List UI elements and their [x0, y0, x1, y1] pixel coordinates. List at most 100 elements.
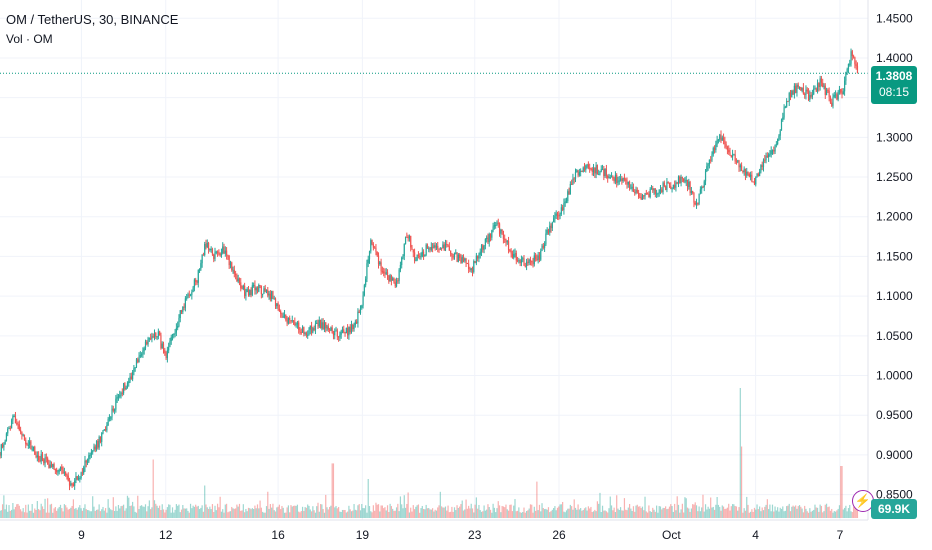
- volume-bar: [214, 505, 216, 518]
- candle-body: [316, 322, 318, 324]
- volume-bar: [451, 506, 453, 518]
- volume-bar: [726, 507, 729, 518]
- volume-bar: [778, 511, 780, 518]
- volume-bar: [63, 504, 65, 518]
- volume-bar: [635, 505, 637, 518]
- volume-bar: [269, 504, 271, 518]
- candle-body: [617, 180, 619, 183]
- volume-bar: [724, 508, 726, 518]
- volume-bar: [222, 509, 224, 518]
- volume-bar: [328, 506, 331, 518]
- volume-bar: [153, 500, 156, 518]
- candle-body: [665, 186, 667, 191]
- volume-bar: [791, 506, 793, 518]
- candle-body: [308, 329, 310, 335]
- candle-body: [0, 454, 1, 456]
- volume-bar: [689, 511, 691, 518]
- volume-bar: [468, 505, 470, 518]
- volume-bar: [734, 505, 736, 518]
- volume-bar: [507, 510, 510, 518]
- volume-bar: [124, 510, 126, 518]
- candle-body: [138, 356, 140, 363]
- volume-bar: [43, 508, 45, 518]
- candle-body: [442, 244, 444, 249]
- volume-bar: [491, 512, 493, 518]
- candle-body: [361, 305, 363, 308]
- volume-bar: [688, 508, 690, 518]
- volume-bar: [773, 511, 775, 518]
- volume-bar: [385, 510, 387, 518]
- candle-body: [59, 466, 62, 470]
- volume-bar: [101, 509, 103, 518]
- volume-bar: [851, 512, 853, 518]
- volume-bar: [654, 511, 656, 518]
- candle-body: [205, 244, 207, 248]
- candle-body: [724, 140, 726, 145]
- volume-bar: [50, 503, 53, 518]
- candle-body: [461, 256, 463, 263]
- candle-body: [730, 155, 732, 158]
- volume-bar: [510, 504, 512, 518]
- candle-body: [188, 294, 190, 296]
- volume-bar: [160, 510, 162, 518]
- volume-bar: [232, 508, 234, 518]
- volume-bar: [632, 506, 635, 518]
- candle-body: [533, 255, 535, 265]
- candle-body: [290, 320, 292, 322]
- candle-body: [343, 329, 345, 333]
- candle-body: [654, 188, 656, 194]
- candle-body: [643, 195, 645, 197]
- candle-body: [715, 144, 717, 151]
- volume-bar: [358, 504, 360, 518]
- volume-bar: [438, 505, 440, 518]
- candle-body: [701, 187, 703, 190]
- volume-bar: [169, 504, 171, 518]
- volume-bar: [764, 506, 766, 518]
- candle-body: [312, 328, 314, 333]
- volume-bar: [313, 510, 315, 518]
- candle-body: [135, 359, 138, 368]
- candle-body: [685, 179, 687, 182]
- volume-bar: [285, 512, 287, 518]
- candle-body: [564, 201, 566, 204]
- volume-bar: [173, 512, 175, 518]
- volume-bar: [186, 508, 188, 518]
- candle-body: [532, 262, 534, 265]
- candle-body: [90, 451, 93, 456]
- candle-body: [77, 478, 80, 480]
- candle-body: [268, 293, 270, 296]
- volume-bar: [417, 504, 420, 518]
- volume-bar: [846, 511, 848, 518]
- volume-bar: [658, 506, 660, 518]
- volume-bar: [771, 504, 774, 518]
- candle-body: [513, 253, 515, 258]
- candle-body: [693, 192, 695, 203]
- chart-title[interactable]: OM / TetherUS, 30, BINANCE: [6, 12, 179, 27]
- volume-bar: [137, 495, 139, 518]
- candle-body: [479, 251, 481, 255]
- candle-body: [67, 475, 69, 482]
- candle-body: [568, 191, 570, 195]
- candle-body: [85, 460, 87, 463]
- candle-body: [223, 246, 225, 254]
- volume-bar: [474, 504, 476, 518]
- candle-body: [480, 245, 483, 252]
- volume-bar: [550, 511, 552, 518]
- volume-indicator-label[interactable]: Vol · OM: [6, 32, 53, 46]
- candle-body: [314, 323, 317, 331]
- volume-bar: [108, 507, 111, 518]
- volume-bar: [156, 505, 158, 518]
- candle-body: [63, 472, 65, 474]
- candle-body: [605, 168, 608, 176]
- volume-bar: [670, 504, 672, 518]
- candle-body: [249, 290, 251, 295]
- volume-bar: [444, 506, 447, 518]
- volume-bar: [419, 512, 421, 518]
- candle-body: [74, 480, 76, 486]
- candle-body: [390, 275, 392, 281]
- candle-body: [820, 78, 823, 83]
- volume-bar: [25, 504, 27, 518]
- volume-bar: [621, 510, 623, 518]
- volume-bar: [79, 505, 81, 518]
